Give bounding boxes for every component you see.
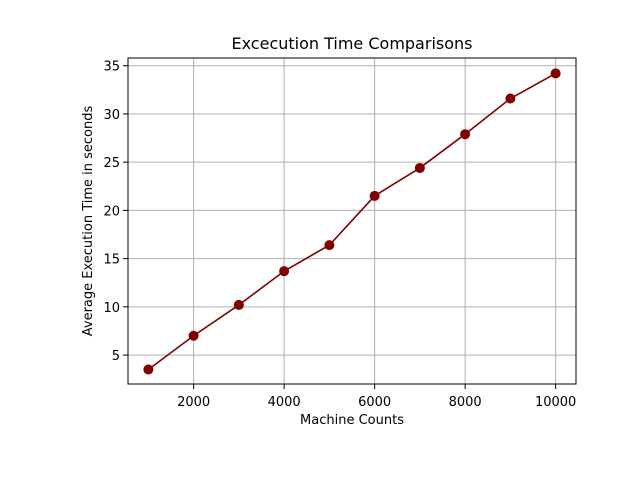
chart-title: Excecution Time Comparisons	[232, 34, 473, 53]
x-tick-label: 8000	[449, 395, 482, 410]
data-point	[188, 330, 199, 341]
plot-frame	[127, 57, 577, 385]
data-point	[414, 162, 425, 173]
data-point	[460, 129, 471, 140]
x-axis-label: Machine Counts	[300, 413, 404, 428]
grid	[128, 58, 576, 384]
y-axis-label: Average Execution Time in seconds	[81, 106, 96, 337]
series-layer	[143, 68, 561, 375]
x-tick-label: 6000	[358, 395, 391, 410]
ticks: 2000 4000 6000 8000 10000 5 10 15 20 25 30 35	[103, 60, 576, 410]
y-tick-label: 20	[103, 204, 120, 219]
data-point	[233, 299, 244, 310]
series-line	[147, 72, 557, 371]
data-point	[143, 364, 154, 375]
y-tick-label: 30	[103, 108, 120, 123]
x-tick-label: 4000	[268, 395, 301, 410]
y-tick-label: 10	[103, 301, 120, 316]
data-point	[324, 240, 335, 251]
y-tick-label: 35	[103, 60, 120, 75]
x-tick-label: 2000	[177, 395, 210, 410]
data-point	[369, 190, 380, 201]
data-point	[550, 68, 561, 79]
y-tick-label: 15	[103, 253, 120, 268]
data-point	[279, 266, 290, 277]
data-point	[505, 93, 516, 104]
y-tick-label: 5	[112, 349, 120, 364]
x-tick-label: 10000	[535, 395, 576, 410]
y-tick-label: 25	[103, 156, 120, 171]
